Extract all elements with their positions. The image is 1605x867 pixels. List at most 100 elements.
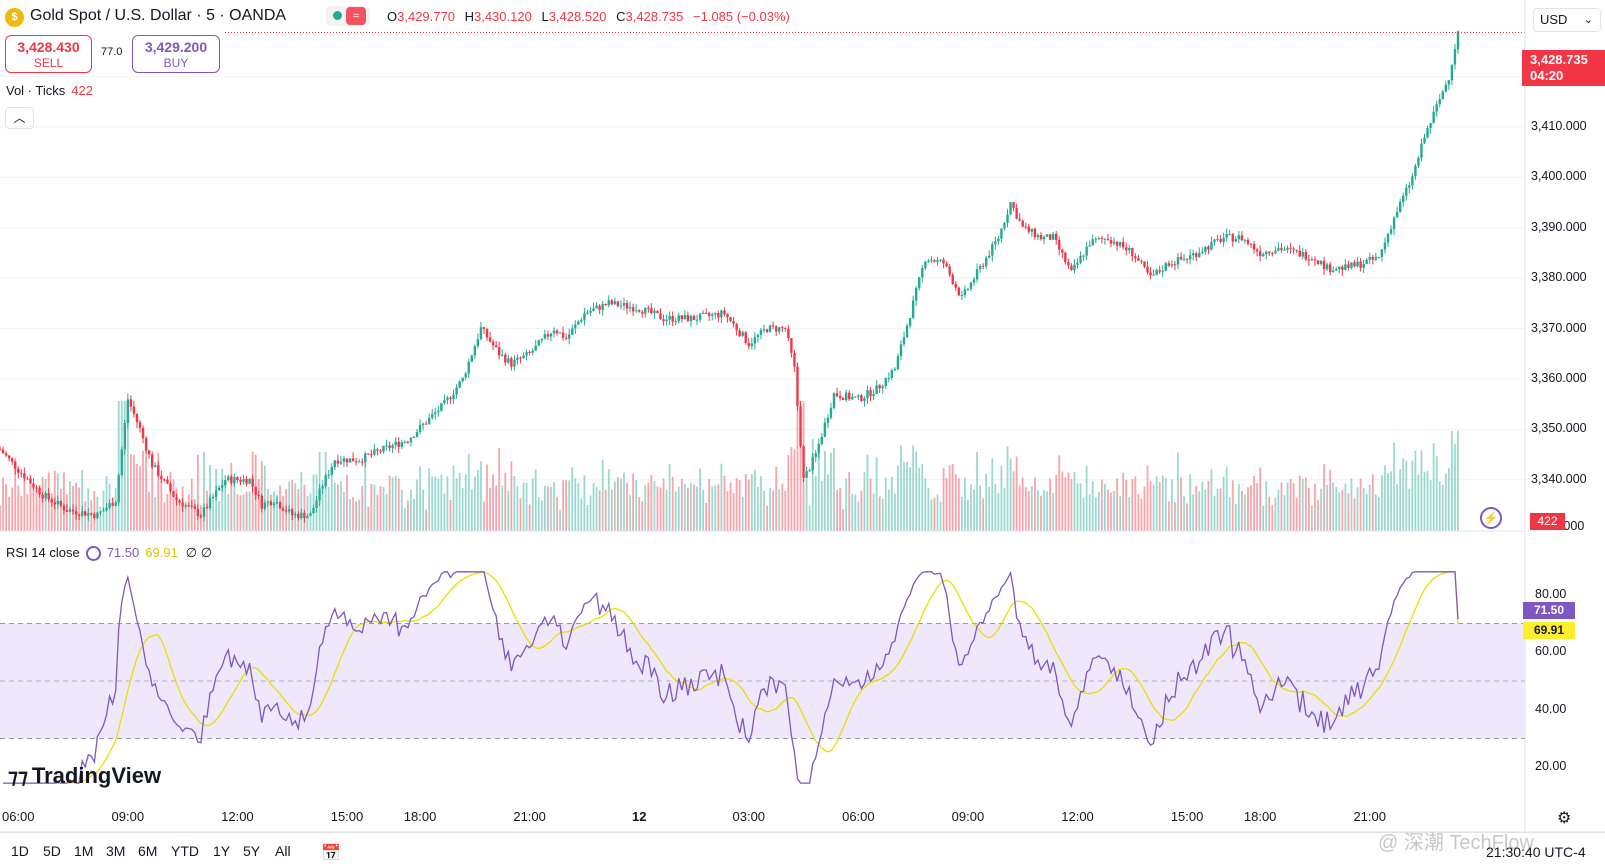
candle-body (790, 338, 793, 354)
candle-body (1076, 262, 1079, 265)
volume-bar (613, 481, 616, 531)
volume-bar (142, 450, 144, 531)
candle-body (787, 328, 790, 339)
volume-bar (985, 473, 988, 531)
candle-body (994, 241, 997, 245)
candle-body (327, 474, 330, 476)
candle-body (1268, 251, 1271, 254)
candle-body (1350, 262, 1353, 268)
chevron-up-icon: ︿ (13, 111, 26, 125)
candle-body (494, 345, 498, 348)
candle-body (38, 487, 41, 495)
candle-body (1429, 123, 1432, 128)
volume-bar (99, 506, 102, 531)
volume-bar (321, 479, 324, 531)
candle-body (1347, 264, 1350, 268)
candle-body (312, 507, 315, 514)
calendar-goto-icon[interactable]: 📅 (321, 845, 341, 862)
timeframe-button-3m[interactable]: 3M (106, 843, 126, 859)
clock[interactable]: 21:30:40 UTC-4 (1486, 844, 1586, 860)
volume-bar (945, 477, 948, 531)
volume-bar (1097, 491, 1100, 531)
tradingview-logo[interactable]: ⁊⁊ TradingView (8, 763, 161, 789)
refresh-icon[interactable] (85, 546, 101, 562)
volume-bar (1338, 492, 1341, 531)
volume-label: Vol · Ticks (6, 83, 66, 98)
volume-bar (860, 490, 863, 531)
volume-bar (647, 482, 650, 531)
lightning-icon[interactable]: ⚡ (1480, 507, 1502, 529)
candle-body (1231, 234, 1234, 242)
candle-body (1170, 264, 1174, 266)
candle-body (857, 395, 860, 397)
candle-body (242, 479, 245, 482)
candle-body (35, 487, 38, 489)
candle-body (604, 303, 607, 306)
timeframe-button-all[interactable]: All (275, 843, 291, 859)
volume-legend[interactable]: Vol · Ticks 422 (6, 83, 93, 98)
timeframe-button-6m[interactable]: 6M (138, 843, 158, 859)
volume-bar (446, 476, 449, 531)
candle-body (1414, 165, 1417, 177)
volume-bar (1280, 482, 1283, 531)
candle-body (297, 514, 300, 519)
volume-bar (638, 497, 641, 531)
buy-button[interactable]: 3,429.200 BUY (132, 35, 220, 73)
volume-bar (1113, 490, 1115, 531)
volume-bar (425, 509, 428, 531)
volume-bar (942, 467, 945, 531)
candle-body (744, 332, 747, 343)
candle-body (881, 386, 884, 389)
candle-body (866, 390, 869, 399)
candle-body (84, 511, 87, 516)
candle-body (491, 341, 495, 346)
volume-bar (553, 482, 555, 531)
collapse-legend-button[interactable]: ︿ (5, 107, 34, 129)
data-delay-icon[interactable]: ≈ (346, 7, 366, 25)
candle-body (519, 357, 522, 359)
symbol-title[interactable]: Gold Spot / U.S. Dollar · 5 · OANDA (30, 7, 287, 24)
currency-select[interactable]: USD ⌄ (1533, 8, 1601, 32)
candle-body (1338, 266, 1341, 270)
candle-body (838, 396, 842, 399)
candle-body (1201, 251, 1204, 254)
candle-body (677, 315, 680, 322)
volume-bar (1387, 473, 1389, 531)
candle-body (1234, 239, 1237, 242)
candle-body (1249, 243, 1253, 245)
timeframe-button-1y[interactable]: 1Y (213, 843, 231, 859)
candle-body (1438, 99, 1441, 105)
volume-bar (979, 485, 982, 531)
timeframe-button-1d[interactable]: 1D (11, 843, 29, 859)
volume-bar (696, 486, 698, 531)
volume-bar (607, 469, 610, 531)
candle-body (278, 502, 282, 509)
settings-icon[interactable]: ⚙ (1557, 810, 1572, 827)
timeframe-button-1m[interactable]: 1M (74, 843, 94, 859)
candle-body (1003, 222, 1006, 229)
candle-body (160, 475, 163, 480)
candle-body (1118, 241, 1122, 246)
timeframe-button-ytd[interactable]: YTD (171, 843, 199, 859)
candle-body (738, 330, 741, 337)
candle-body (68, 509, 72, 512)
volume-bar (1134, 476, 1137, 531)
timeframe-button-5y[interactable]: 5Y (243, 843, 261, 859)
candle-body (848, 392, 851, 400)
volume-bar (355, 501, 358, 531)
candle-body (1018, 218, 1021, 221)
candle-body (1079, 255, 1082, 263)
candle-body (708, 313, 711, 316)
candle-body (659, 313, 662, 320)
candle-body (144, 438, 148, 451)
candle-body (44, 493, 47, 499)
timeframe-button-5d[interactable]: 5D (43, 843, 61, 859)
volume-bar (516, 486, 519, 531)
candle-body (367, 453, 370, 455)
rsi-legend[interactable]: RSI 14 close 71.50 69.91 ∅ ∅ (6, 545, 212, 562)
candle-body (141, 428, 145, 439)
volume-bar (772, 490, 775, 531)
volume-bar (336, 484, 339, 531)
sell-button[interactable]: 3,428.430 SELL (5, 35, 92, 73)
